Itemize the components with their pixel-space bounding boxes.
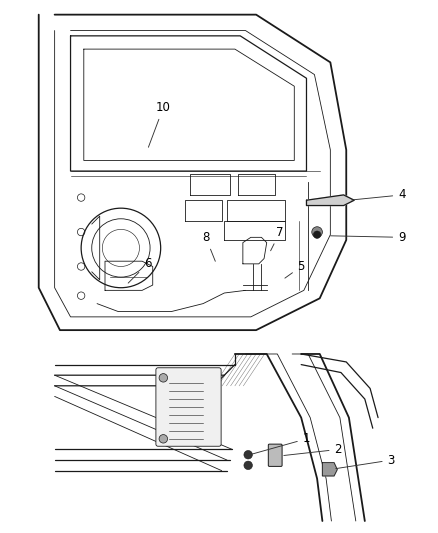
Text: 10: 10 <box>148 101 171 147</box>
Circle shape <box>244 450 252 459</box>
Text: 6: 6 <box>128 257 151 283</box>
Circle shape <box>244 461 252 470</box>
Circle shape <box>313 231 321 238</box>
Text: 1: 1 <box>252 432 310 454</box>
FancyBboxPatch shape <box>268 444 282 466</box>
Circle shape <box>159 434 168 443</box>
Text: 9: 9 <box>331 231 406 244</box>
Polygon shape <box>322 463 337 476</box>
Text: 5: 5 <box>285 260 305 278</box>
Text: 7: 7 <box>271 225 284 251</box>
Polygon shape <box>307 195 354 206</box>
Text: 4: 4 <box>352 189 406 201</box>
Text: 3: 3 <box>336 454 395 469</box>
Circle shape <box>159 374 168 382</box>
Text: 8: 8 <box>202 231 215 261</box>
FancyBboxPatch shape <box>156 368 221 446</box>
Circle shape <box>312 227 322 237</box>
Text: 2: 2 <box>284 443 342 456</box>
